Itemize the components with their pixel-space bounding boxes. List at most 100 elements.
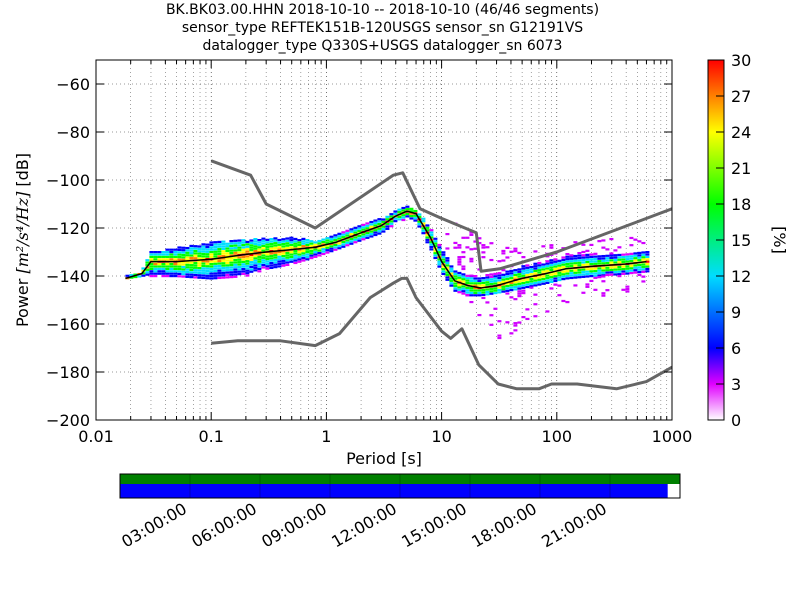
psd-cell (177, 258, 182, 261)
psd-cell (253, 247, 258, 250)
psd-cell (493, 277, 498, 280)
psd-cell (437, 243, 442, 247)
y-axis-label-prefix: Power (13, 278, 32, 327)
psd-cell (209, 248, 214, 251)
psd-cell (445, 261, 450, 265)
psd-cell-sparse (473, 247, 478, 250)
psd-cell (333, 236, 338, 239)
psd-cell (553, 267, 558, 271)
psd-cell (493, 287, 498, 290)
psd-cell (297, 255, 302, 259)
psd-cell (429, 233, 434, 237)
psd-cell (185, 256, 190, 259)
y-tick-label: −60 (56, 75, 90, 94)
psd-cell (313, 248, 318, 251)
psd-cell (285, 261, 290, 264)
psd-cell (501, 288, 506, 291)
psd-cell (177, 255, 182, 259)
psd-cell (449, 277, 454, 280)
y-tick-label: −120 (46, 219, 90, 238)
psd-cell (441, 251, 446, 254)
psd-cell (629, 259, 634, 263)
psd-cell (229, 240, 234, 243)
psd-cell (185, 249, 190, 252)
psd-cell (201, 264, 206, 268)
psd-cell (569, 269, 574, 272)
psd-cell (181, 253, 186, 257)
psd-cell (397, 208, 402, 211)
psd-cell (289, 263, 294, 266)
psd-cell (633, 266, 638, 269)
psd-cell (425, 229, 430, 232)
psd-cell (177, 246, 182, 249)
psd-cell (133, 275, 138, 279)
psd-cell (597, 272, 602, 275)
psd-cell (545, 276, 550, 280)
psd-cell (193, 264, 198, 267)
psd-cell (249, 246, 254, 249)
psd-cell (349, 237, 354, 241)
colorbar-tick-label: 21 (731, 159, 751, 178)
psd-histogram (125, 205, 650, 340)
psd-cell (505, 270, 510, 273)
psd-cell (317, 247, 322, 250)
psd-cell (565, 260, 570, 263)
psd-cell (549, 259, 554, 262)
psd-cell (249, 256, 254, 259)
psd-cell-sparse (605, 289, 610, 292)
psd-cell (353, 238, 358, 241)
psd-cell (377, 227, 382, 230)
psd-cell (513, 288, 518, 291)
psd-cell (489, 287, 494, 290)
psd-cell-sparse (469, 260, 474, 263)
psd-cell (289, 255, 294, 259)
psd-cell (261, 261, 266, 264)
psd-cell (285, 242, 290, 245)
psd-cell (257, 270, 262, 273)
psd-cell (541, 277, 546, 281)
psd-cell (269, 245, 274, 248)
psd-cell (165, 265, 170, 268)
psd-cell (309, 242, 314, 245)
psd-cell (561, 256, 566, 259)
psd-cell (293, 261, 298, 265)
psd-cell (325, 239, 330, 242)
psd-cell (645, 270, 650, 273)
psd-cell (245, 260, 250, 263)
psd-cell-sparse (589, 279, 594, 283)
psd-cell (605, 254, 610, 257)
psd-cell (285, 259, 290, 262)
psd-cell (241, 270, 246, 273)
psd-cell (569, 276, 574, 280)
psd-cell (585, 268, 590, 271)
psd-cell (441, 265, 446, 268)
psd-cell (573, 262, 578, 265)
psd-cell (257, 241, 262, 244)
psd-cell (333, 243, 338, 247)
psd-cell (337, 242, 342, 245)
psd-cell (385, 218, 390, 221)
psd-cell (197, 257, 202, 260)
psd-cell (557, 259, 562, 262)
psd-cell (637, 268, 642, 271)
psd-cell (305, 241, 310, 244)
psd-cell (157, 265, 162, 268)
psd-cell (385, 215, 390, 218)
psd-cell (613, 268, 618, 271)
psd-cell (281, 250, 286, 253)
psd-cell (209, 253, 214, 256)
psd-cell (565, 270, 570, 273)
psd-cell (253, 254, 258, 258)
psd-cell (489, 278, 494, 281)
psd-cell (517, 285, 522, 288)
psd-cell (297, 253, 302, 256)
psd-cell (245, 240, 250, 244)
psd-cell (193, 257, 198, 260)
psd-cell (449, 270, 454, 273)
colorbar-tick-label: 27 (731, 87, 751, 106)
psd-cell (617, 270, 622, 273)
psd-cell (433, 254, 438, 257)
psd-cell-sparse (509, 296, 514, 299)
psd-cell (389, 215, 394, 218)
psd-cell (349, 233, 354, 236)
